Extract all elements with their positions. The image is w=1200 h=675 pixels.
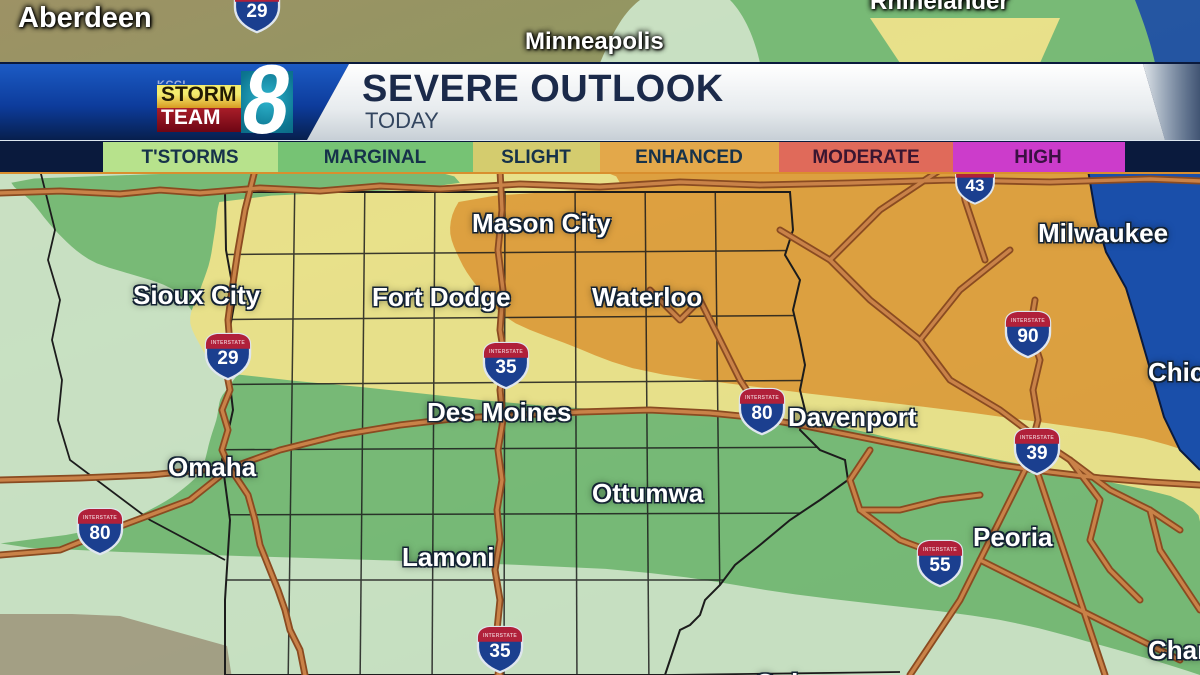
svg-text:HIGH: HIGH: [1014, 147, 1062, 168]
svg-text:ENHANCED: ENHANCED: [635, 147, 743, 168]
svg-text:MODERATE: MODERATE: [812, 147, 919, 168]
svg-text:T'STORMS: T'STORMS: [141, 147, 238, 168]
svg-text:SLIGHT: SLIGHT: [501, 147, 571, 168]
svg-text:MARGINAL: MARGINAL: [324, 147, 427, 168]
